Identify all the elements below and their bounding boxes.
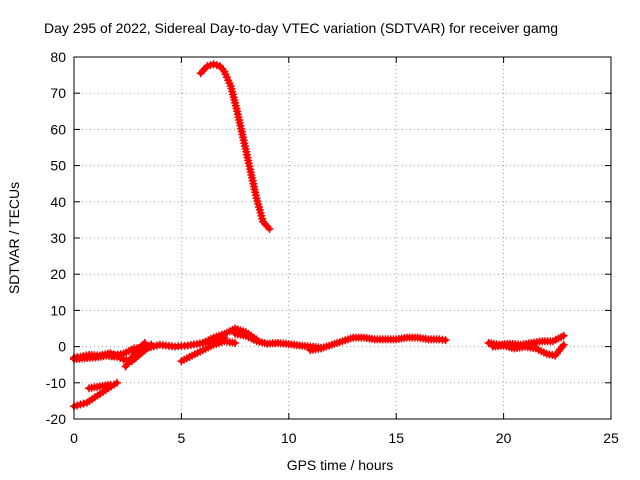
x-tick-label: 15 xyxy=(388,430,404,446)
y-tick-label: -20 xyxy=(46,411,66,427)
series-arc-3 xyxy=(70,378,121,411)
x-tick-label: 20 xyxy=(496,430,512,446)
data-point xyxy=(113,378,121,387)
x-tick-label: 0 xyxy=(70,430,78,446)
y-tick-label: 40 xyxy=(50,194,66,210)
x-tick-label: 10 xyxy=(281,430,297,446)
x-tick-label: 25 xyxy=(603,430,619,446)
series-arc-4 xyxy=(85,380,115,393)
y-tick-label: -10 xyxy=(46,375,66,391)
data-point xyxy=(231,339,240,347)
y-tick-label: 20 xyxy=(50,266,66,282)
y-tick-label: 10 xyxy=(50,302,66,318)
data-point xyxy=(441,336,450,345)
data-point xyxy=(559,340,568,349)
x-axis-label: GPS time / hours xyxy=(287,457,394,473)
gridlines xyxy=(74,57,611,419)
chart-title: Day 295 of 2022, Sidereal Day-to-day VTE… xyxy=(44,20,558,36)
tick-labels: 0 5 10 15 20 25 -20 -10 0 10 20 30 40 50 60 70 80 xyxy=(46,49,619,446)
series-arc-11 xyxy=(306,333,450,355)
data-point xyxy=(559,331,568,340)
y-axis-label: SDTVAR / TECUs xyxy=(6,182,22,294)
y-tick-label: 80 xyxy=(50,49,66,65)
y-tick-label: 50 xyxy=(50,158,66,174)
y-tick-label: 60 xyxy=(50,121,66,137)
y-tick-label: 0 xyxy=(58,339,66,355)
data-point xyxy=(265,224,274,233)
x-tick-label: 5 xyxy=(178,430,186,446)
series-arc-8 xyxy=(177,337,240,366)
y-tick-label: 70 xyxy=(50,85,66,101)
series-arc-12 xyxy=(196,60,274,233)
plot-area xyxy=(70,60,568,411)
data-point xyxy=(106,380,115,389)
y-tick-label: 30 xyxy=(50,230,66,246)
plot-frame xyxy=(73,56,612,420)
series-arc-14 xyxy=(488,340,568,360)
series-arc-6 xyxy=(121,339,149,371)
